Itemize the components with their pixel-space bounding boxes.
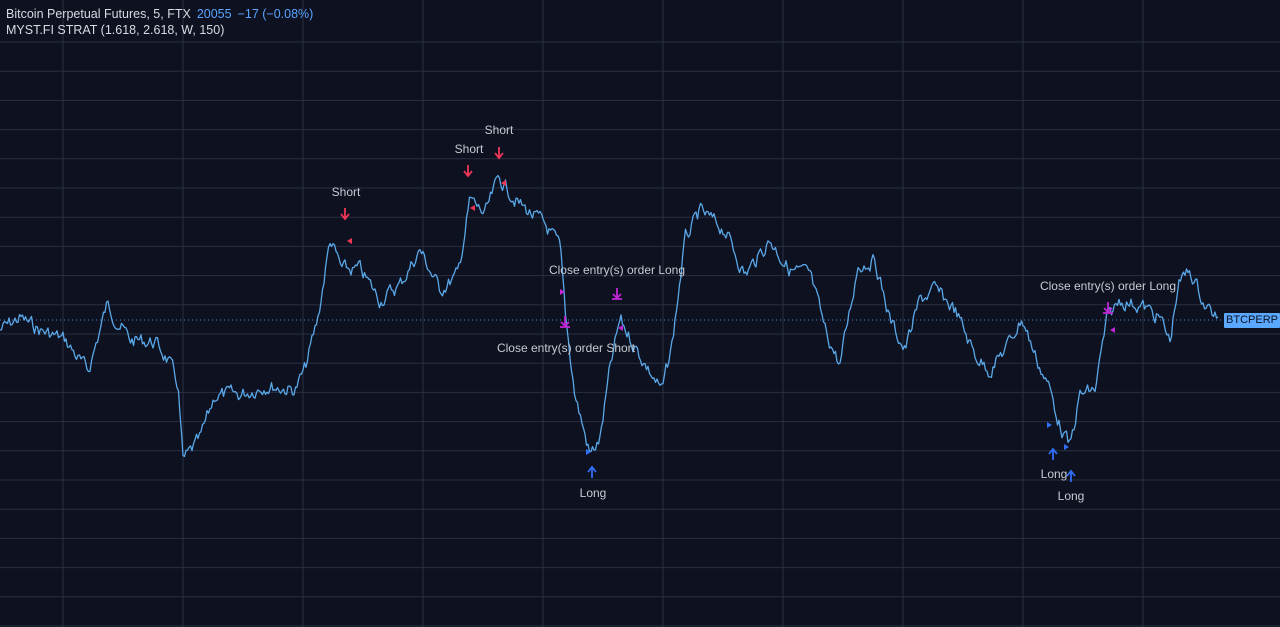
short-entry-marker [347,238,352,244]
long-arrow-icon [587,465,597,478]
close-marker [618,325,623,331]
short-entry-marker [501,180,506,186]
long-entry-marker [1047,422,1052,428]
price-change: −17 (−0.08%) [237,7,314,21]
signal-label-short-1: Short [332,185,361,199]
long-entry-marker [586,449,591,455]
signal-label-long-3: Long [1058,489,1085,503]
close-marker [560,289,565,295]
symbol-row[interactable]: Bitcoin Perpetual Futures, 5, FTX 20055 −1… [6,6,313,22]
close-long-icon [1103,302,1113,314]
long-arrow-icon [1066,469,1076,482]
strategy-markers [340,147,1115,482]
symbol-price-tag: BTCPERP [1224,313,1280,328]
close-marker [1110,327,1115,333]
close-short-icon [560,316,570,328]
signal-label-short-3: Short [485,123,514,137]
short-arrow-icon [340,208,350,221]
indicator-title[interactable]: MYST.FI STRAT (1.618, 2.618, W, 150) [6,23,225,37]
signal-label-close-short: Close entry(s) order Short [497,341,636,355]
chart-legend: Bitcoin Perpetual Futures, 5, FTX 20055 −1… [6,6,313,38]
signal-label-long-2: Long [1041,467,1068,481]
signal-labels: Short Short Short Close entry(s) order L… [332,123,1176,503]
price-line [0,174,1219,458]
long-entry-marker [1064,444,1069,450]
symbol-title[interactable]: Bitcoin Perpetual Futures, 5, FTX [6,7,191,21]
short-arrow-icon [463,165,473,178]
short-entry-marker [470,205,475,211]
indicator-row[interactable]: MYST.FI STRAT (1.618, 2.618, W, 150) [6,22,313,38]
signal-label-close-long-2: Close entry(s) order Long [1040,279,1176,293]
long-arrow-icon [1048,447,1058,460]
signal-label-long-1: Long [580,486,607,500]
close-long-icon [612,288,622,300]
last-price: 20055 [196,7,232,21]
short-arrow-icon [494,147,504,160]
signal-label-short-2: Short [455,142,484,156]
signal-label-close-long-1: Close entry(s) order Long [549,263,685,277]
